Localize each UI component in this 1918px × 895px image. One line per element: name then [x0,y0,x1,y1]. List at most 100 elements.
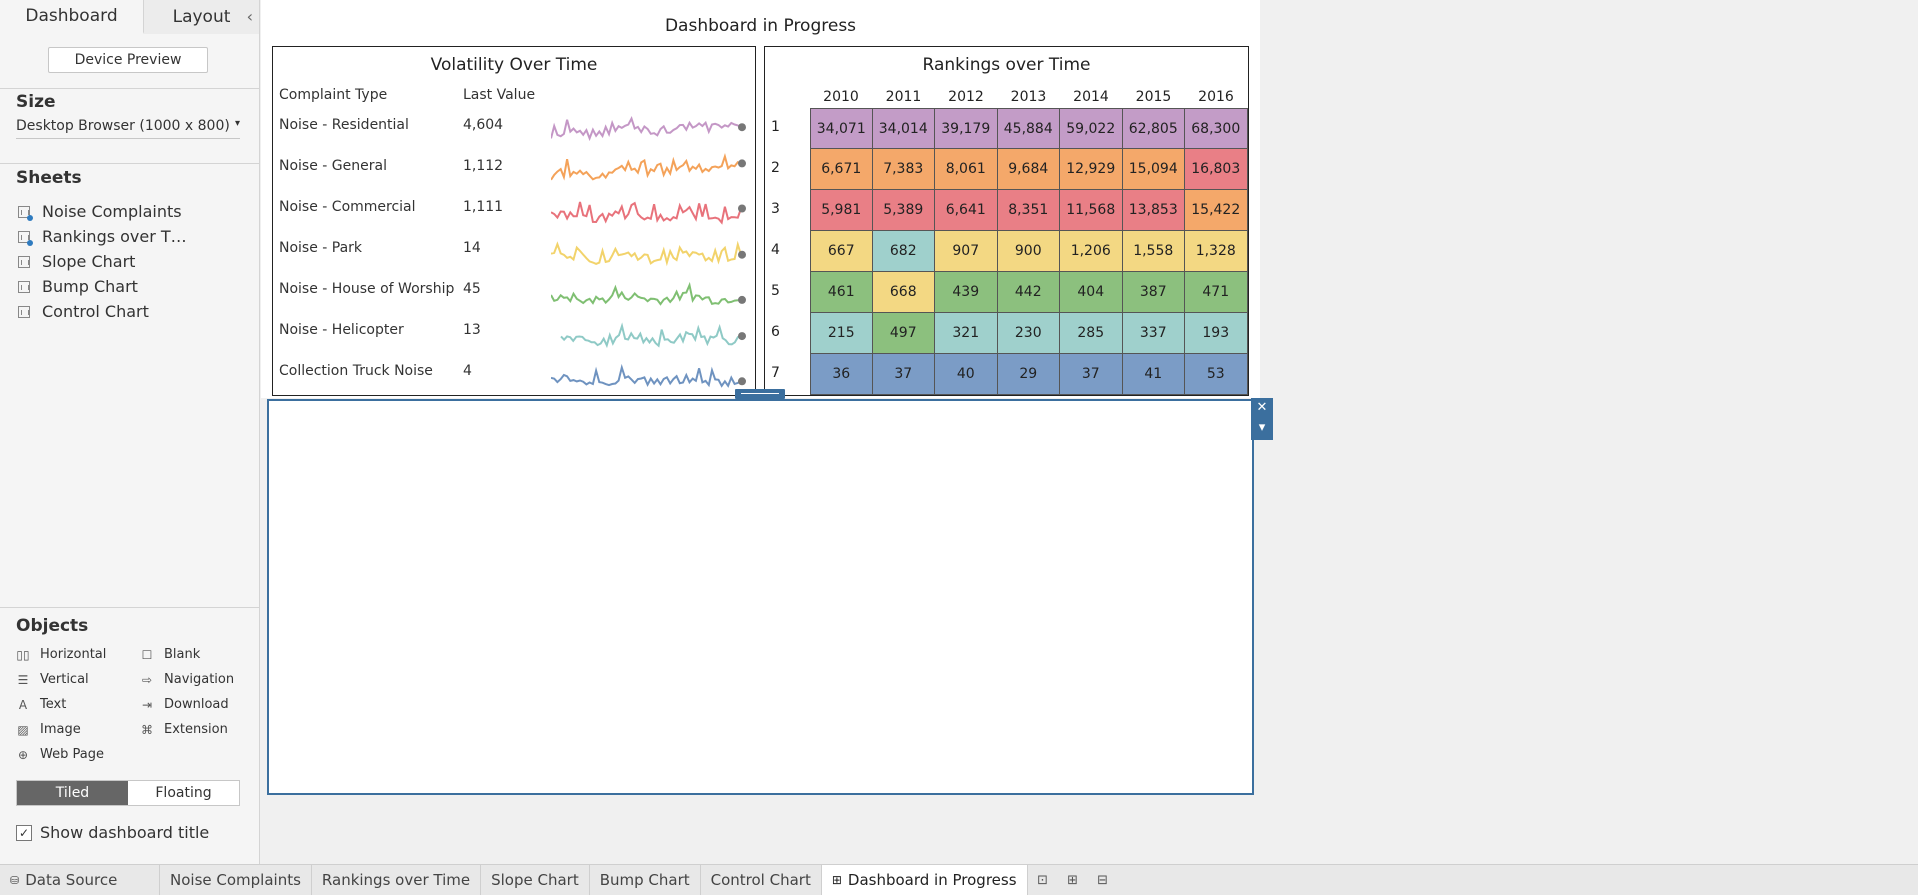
tiled-button[interactable]: Tiled [17,781,128,805]
ranking-cell[interactable]: 471 [1185,272,1248,313]
object-extension[interactable]: ⌘ Extension [140,717,246,742]
sparkline [551,116,746,142]
complaint-type: Noise - House of Worship [279,281,455,297]
chevron-down-icon[interactable]: ▾ [1258,420,1266,435]
ranking-cell[interactable]: 439 [935,272,998,313]
ranking-cell[interactable]: 45,884 [997,108,1060,149]
size-dropdown[interactable]: Desktop Browser (1000 x 800) ▾ [16,118,240,139]
object-navigation[interactable]: ⇨ Navigation [140,667,246,692]
ranking-cell[interactable]: 5,981 [810,190,873,231]
ranking-cell[interactable]: 8,351 [997,190,1060,231]
tab-sheet[interactable]: Bump Chart [590,864,701,895]
ranking-cell[interactable]: 6,671 [810,149,873,190]
ranking-cell[interactable]: 442 [997,272,1060,313]
ranking-cell[interactable]: 13,853 [1122,190,1185,231]
ranking-cell[interactable]: 39,179 [935,108,998,149]
chevron-left-icon[interactable]: ‹ [246,7,253,26]
ranking-cell[interactable]: 193 [1185,313,1248,354]
tab-layout[interactable]: Layout [144,0,259,34]
ranking-cell[interactable]: 900 [997,231,1060,272]
ranking-cell[interactable]: 53 [1185,354,1248,395]
tab-dashboard[interactable]: Dashboard [0,0,144,34]
resize-handle[interactable] [735,389,785,399]
device-preview-button[interactable]: Device Preview [48,47,208,73]
new-worksheet-icon[interactable]: ⊡ [1037,872,1048,888]
last-value: 13 [463,322,481,338]
object-label: Blank [164,647,201,662]
ranking-cell[interactable]: 682 [872,231,935,272]
sheet-item[interactable]: Control Chart [18,299,258,324]
sheet-item[interactable]: Bump Chart [18,274,258,299]
ranking-cell[interactable]: 34,071 [810,108,873,149]
tab-dashboard-in-progress[interactable]: ⊞ Dashboard in Progress [821,864,1028,895]
ranking-cell[interactable]: 9,684 [997,149,1060,190]
database-icon: ⛁ [10,873,20,887]
volatility-row: Collection Truck Noise 4 [273,355,757,396]
close-icon[interactable]: ✕ [1256,400,1268,415]
ranking-cell[interactable]: 40 [935,354,998,395]
object-web-page[interactable]: ⊕ Web Page [16,742,140,767]
ranking-cell[interactable]: 15,422 [1185,190,1248,231]
object-image[interactable]: ▨ Image [16,717,140,742]
object-text[interactable]: A Text [16,692,140,717]
tab-sheet[interactable]: Slope Chart [481,864,590,895]
tab-data-source[interactable]: ⛁ Data Source [0,864,160,895]
ranking-cell[interactable]: 497 [872,313,935,354]
show-dashboard-title-option[interactable]: ✓ Show dashboard title [16,823,209,842]
tab-sheet[interactable]: Control Chart [701,864,822,895]
selected-empty-container[interactable] [267,399,1254,795]
ranking-cell[interactable]: 387 [1122,272,1185,313]
ranking-cell[interactable]: 16,803 [1185,149,1248,190]
ranking-cell[interactable]: 5,389 [872,190,935,231]
ranking-cell[interactable]: 461 [810,272,873,313]
show-title-checkbox[interactable]: ✓ [16,824,32,841]
dashboard-title[interactable]: Dashboard in Progress [664,16,857,36]
ranking-cell[interactable]: 62,805 [1122,108,1185,149]
ranking-cell[interactable]: 907 [935,231,998,272]
complaint-type: Noise - Park [279,240,363,256]
ranking-cell[interactable]: 667 [810,231,873,272]
ranking-cell[interactable]: 41 [1122,354,1185,395]
ranking-cell[interactable]: 37 [1060,354,1123,395]
ranking-cell[interactable]: 404 [1060,272,1123,313]
ranking-cell[interactable]: 15,094 [1122,149,1185,190]
ranking-cell[interactable]: 68,300 [1185,108,1248,149]
new-story-icon[interactable]: ⊟ [1097,872,1108,888]
last-value-marker [738,377,746,386]
tab-sheet[interactable]: Rankings over Time [312,864,482,895]
ranking-cell[interactable]: 215 [810,313,873,354]
ranking-cell[interactable]: 29 [997,354,1060,395]
worksheet-icon [18,205,33,221]
ranking-cell[interactable]: 8,061 [935,149,998,190]
ranking-cell[interactable]: 1,328 [1185,231,1248,272]
new-dashboard-icon[interactable]: ⊞ [1067,872,1078,888]
object-blank[interactable]: ☐ Blank [140,642,246,667]
volatility-sheet[interactable]: Volatility Over Time Complaint Type Last… [272,46,756,396]
ranking-cell[interactable]: 337 [1122,313,1185,354]
tab-sheet[interactable]: Noise Complaints [160,864,312,895]
ranking-cell[interactable]: 7,383 [872,149,935,190]
ranking-cell[interactable]: 11,568 [1060,190,1123,231]
ranking-cell[interactable]: 36 [810,354,873,395]
ranking-cell[interactable]: 230 [997,313,1060,354]
ranking-cell[interactable]: 12,929 [1060,149,1123,190]
ranking-cell[interactable]: 6,641 [935,190,998,231]
last-value: 45 [463,281,481,297]
floating-button[interactable]: Floating [128,781,239,805]
object-vertical[interactable]: ☰ Vertical [16,667,140,692]
ranking-cell[interactable]: 668 [872,272,935,313]
ranking-cell[interactable]: 1,206 [1060,231,1123,272]
object-download[interactable]: ⇥ Download [140,692,246,717]
ranking-cell[interactable]: 37 [872,354,935,395]
sheet-item[interactable]: Noise Complaints [18,199,258,224]
ranking-cell[interactable]: 285 [1060,313,1123,354]
ranking-cell[interactable]: 321 [935,313,998,354]
object-horizontal[interactable]: ▯▯ Horizontal [16,642,140,667]
chevron-down-icon: ▾ [234,118,240,129]
ranking-cell[interactable]: 34,014 [872,108,935,149]
sheet-item[interactable]: Slope Chart [18,249,258,274]
ranking-cell[interactable]: 59,022 [1060,108,1123,149]
rankings-sheet[interactable]: Rankings over Time 2010 2011 2012 2013 2014 2… [764,46,1249,396]
sheet-item[interactable]: Rankings over T… [18,224,258,249]
ranking-cell[interactable]: 1,558 [1122,231,1185,272]
